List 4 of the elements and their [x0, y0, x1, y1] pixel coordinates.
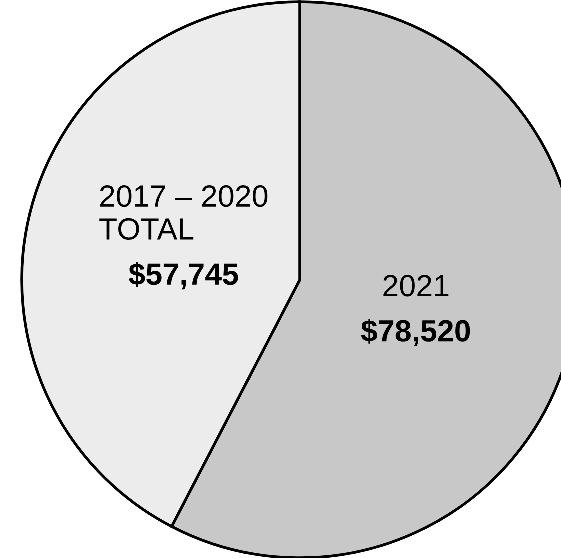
- slice-label: 2017 – 2020 TOTAL: [100, 185, 268, 240]
- data-label: $78,520: [361, 318, 470, 346]
- slice-label: 2021: [384, 275, 449, 297]
- data-label: $57,745: [129, 262, 238, 290]
